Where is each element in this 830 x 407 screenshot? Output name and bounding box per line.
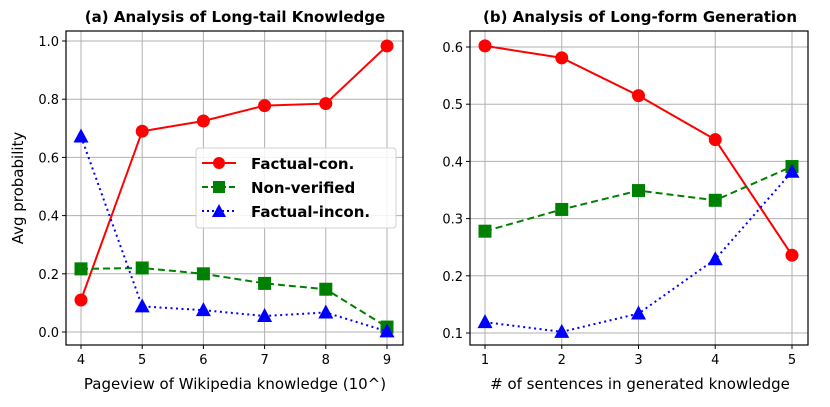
- triangle-marker-icon: [134, 298, 150, 313]
- y-tick-label: 0.2: [38, 268, 59, 283]
- square-marker-icon: [319, 282, 333, 296]
- y-tick-label: 0.5: [442, 98, 463, 113]
- series-line-factual-con-: [80, 45, 388, 301]
- y-tick-label: 0.8: [38, 93, 59, 108]
- circle-marker-icon: [478, 39, 492, 53]
- triangle-marker-icon: [257, 307, 273, 322]
- y-tick-label: 0.6: [442, 41, 463, 56]
- y-tick-label: 0.1: [442, 327, 463, 342]
- circle-marker-icon: [135, 124, 149, 138]
- triangle-marker-icon: [73, 128, 89, 143]
- legend-box: [195, 147, 397, 229]
- triangle-marker-icon: [212, 204, 226, 217]
- legend-label-factual-incon: Factual-incon.: [251, 203, 370, 221]
- legend: Factual-con. Non-verified Factual-incon.: [195, 147, 397, 229]
- y-tick-label: 0.4: [38, 210, 59, 225]
- circle-marker-icon: [258, 99, 272, 113]
- chart-a-frame: [65, 30, 404, 346]
- y-tick-label: 0.4: [442, 155, 463, 170]
- chart-b-series: [477, 39, 800, 338]
- x-tick-label: 8: [322, 353, 330, 368]
- chart-a-title: (a) Analysis of Long-tail Knowledge: [85, 8, 385, 26]
- triangle-marker-icon: [379, 323, 395, 338]
- circle-marker-icon: [74, 293, 88, 307]
- legend-item-factual-con: Factual-con.: [202, 155, 354, 173]
- x-tick-label: 4: [77, 353, 85, 368]
- square-marker-icon: [258, 276, 272, 290]
- chart-a-ticks: 4 5 6 7 8 9 0.0 0.2 0.4 0.6 0.8 1.0: [38, 35, 391, 368]
- x-tick-label: 4: [711, 353, 719, 368]
- legend-item-non-verified: Non-verified: [202, 179, 355, 197]
- triangle-marker-icon: [707, 251, 723, 266]
- y-tick-label: 0.0: [38, 326, 59, 341]
- legend-label-non-verified: Non-verified: [251, 179, 355, 197]
- x-tick-label: 5: [138, 353, 146, 368]
- circle-marker-icon: [708, 133, 722, 147]
- y-tick-label: 1.0: [38, 35, 59, 50]
- chart-b: (b) Analysis of Long-form Generation 1 2 3…: [442, 8, 809, 393]
- x-tick-label: 7: [260, 353, 268, 368]
- circle-marker-icon: [785, 248, 799, 262]
- x-tick-label: 2: [558, 353, 566, 368]
- x-tick-label: 6: [199, 353, 207, 368]
- circle-marker-icon: [380, 39, 394, 53]
- square-marker-icon: [708, 193, 722, 207]
- legend-item-factual-incon: Factual-incon.: [202, 203, 370, 221]
- chart-b-grid: [470, 31, 808, 345]
- chart-b-ticks: 1 2 3 4 5 0.1 0.2 0.3 0.4 0.5 0.6: [442, 41, 796, 368]
- y-tick-label: 0.2: [442, 270, 463, 285]
- triangle-marker-icon: [195, 302, 211, 317]
- square-marker-icon: [213, 181, 225, 193]
- chart-a-xlabel: Pageview of Wikipedia knowledge (10^): [84, 375, 386, 393]
- triangle-marker-icon: [631, 305, 646, 320]
- series-line-factual-incon-: [80, 136, 388, 333]
- circle-marker-icon: [632, 89, 645, 103]
- triangle-marker-icon: [477, 314, 493, 329]
- chart-b-title: (b) Analysis of Long-form Generation: [483, 8, 797, 26]
- x-tick-label: 3: [634, 353, 642, 368]
- y-tick-label: 0.3: [442, 213, 463, 228]
- triangle-marker-icon: [318, 304, 334, 319]
- square-marker-icon: [135, 261, 149, 275]
- chart-a-ylabel: Avg probability: [9, 132, 27, 245]
- chart-a: (a) Analysis of Long-tail Knowledge 4 5 6 7…: [9, 8, 404, 393]
- x-tick-label: 1: [481, 353, 489, 368]
- square-marker-icon: [196, 267, 210, 281]
- chart-b-xlabel: # of sentences in generated knowledge: [490, 375, 790, 393]
- square-marker-icon: [555, 202, 569, 216]
- x-tick-label: 5: [788, 353, 796, 368]
- square-marker-icon: [632, 184, 645, 198]
- circle-marker-icon: [555, 51, 569, 65]
- x-tick-label: 9: [383, 353, 391, 368]
- circle-marker-icon: [213, 157, 225, 169]
- circle-marker-icon: [319, 97, 333, 111]
- circle-marker-icon: [196, 114, 210, 128]
- square-marker-icon: [74, 262, 88, 276]
- legend-label-factual-con: Factual-con.: [251, 155, 354, 173]
- chart-a-series: [73, 39, 395, 338]
- series-line-non-verified: [80, 266, 388, 328]
- triangle-marker-icon: [784, 163, 800, 178]
- y-tick-label: 0.6: [38, 151, 59, 166]
- triangle-marker-icon: [554, 323, 570, 338]
- square-marker-icon: [478, 224, 492, 238]
